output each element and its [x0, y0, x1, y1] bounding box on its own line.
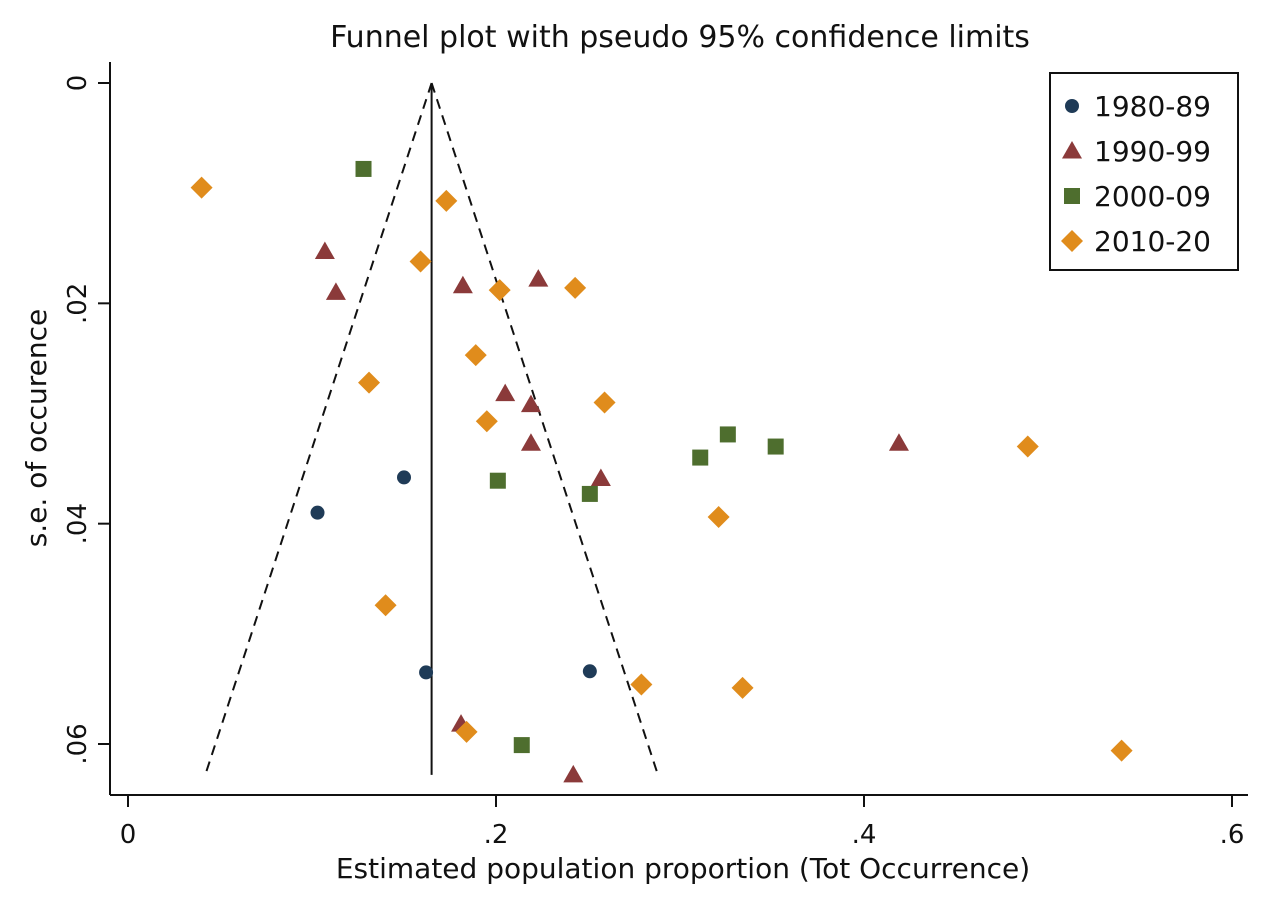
- y-axis-label: s.e. of occurence: [20, 309, 53, 548]
- legend-marker-diamond: [1061, 230, 1083, 252]
- data-point-triangle: [314, 241, 335, 260]
- x-tick-label: .2: [484, 820, 509, 850]
- data-point-diamond: [464, 344, 487, 367]
- legend-marker-triangle: [1062, 141, 1082, 159]
- data-point-square: [355, 160, 372, 177]
- y-tick-label: .02: [63, 283, 93, 324]
- data-point-square: [489, 472, 506, 489]
- data-point-diamond: [593, 391, 616, 414]
- data-point-diamond: [358, 371, 381, 394]
- legend-marker-circle: [1065, 99, 1079, 113]
- data-point-square: [767, 438, 784, 455]
- plot-area: 0 .2 .4 .6 0 .02 .04 .06: [63, 62, 1248, 850]
- data-point-diamond: [475, 410, 498, 433]
- data-point-triangle: [495, 383, 516, 402]
- data-point-circle: [397, 470, 411, 485]
- data-point-triangle: [520, 394, 541, 413]
- legend-entry-label: 2000-09: [1094, 180, 1211, 213]
- data-point-diamond: [1016, 435, 1039, 458]
- data-point-circle: [582, 664, 597, 679]
- legend-entry-label: 1980-89: [1094, 90, 1211, 123]
- data-point-diamond: [488, 279, 511, 302]
- data-point-square: [692, 449, 709, 466]
- data-point-triangle: [563, 764, 584, 783]
- data-point-diamond: [435, 189, 458, 212]
- data-point-diamond: [409, 250, 432, 273]
- data-point-diamond: [190, 176, 213, 199]
- legend: 1980-89 1990-99 2000-09 2010-20: [1049, 72, 1239, 271]
- data-point-triangle: [520, 433, 541, 451]
- data-point-circle: [310, 505, 325, 520]
- data-point-square: [581, 485, 598, 502]
- y-tick-label: .04: [63, 503, 93, 544]
- data-point-triangle: [528, 269, 549, 287]
- legend-entry-label: 2010-20: [1094, 225, 1211, 258]
- legend-marker-square: [1064, 188, 1080, 204]
- x-tick-label: .6: [1220, 820, 1245, 850]
- data-point-diamond: [731, 676, 754, 699]
- y-tick-label: .06: [63, 723, 93, 764]
- data-point-triangle: [888, 433, 909, 451]
- x-axis-label: Estimated population proportion (Tot Occ…: [336, 852, 1030, 885]
- data-point-triangle: [325, 282, 346, 300]
- data-point-square: [719, 426, 736, 443]
- funnel-left-limit: [204, 82, 433, 776]
- data-point-triangle: [452, 275, 473, 294]
- data-point-diamond: [374, 594, 397, 617]
- legend-entry-label: 1990-99: [1094, 135, 1211, 168]
- data-point-triangle: [590, 468, 611, 486]
- data-point-circle: [419, 665, 434, 680]
- data-point-diamond: [707, 506, 730, 529]
- data-point-diamond: [455, 720, 478, 743]
- data-point-diamond: [564, 276, 587, 299]
- chart-title: Funnel plot with pseudo 95% confidence l…: [330, 20, 1030, 55]
- data-point-square: [513, 737, 530, 754]
- x-tick-label: 0: [120, 820, 137, 850]
- legend-box: [1049, 72, 1239, 271]
- x-tick-label: .4: [852, 820, 877, 850]
- data-point-diamond: [630, 673, 653, 696]
- y-tick-label: 0: [63, 75, 93, 92]
- funnel-right-limit: [430, 82, 659, 776]
- data-point-diamond: [1110, 739, 1133, 762]
